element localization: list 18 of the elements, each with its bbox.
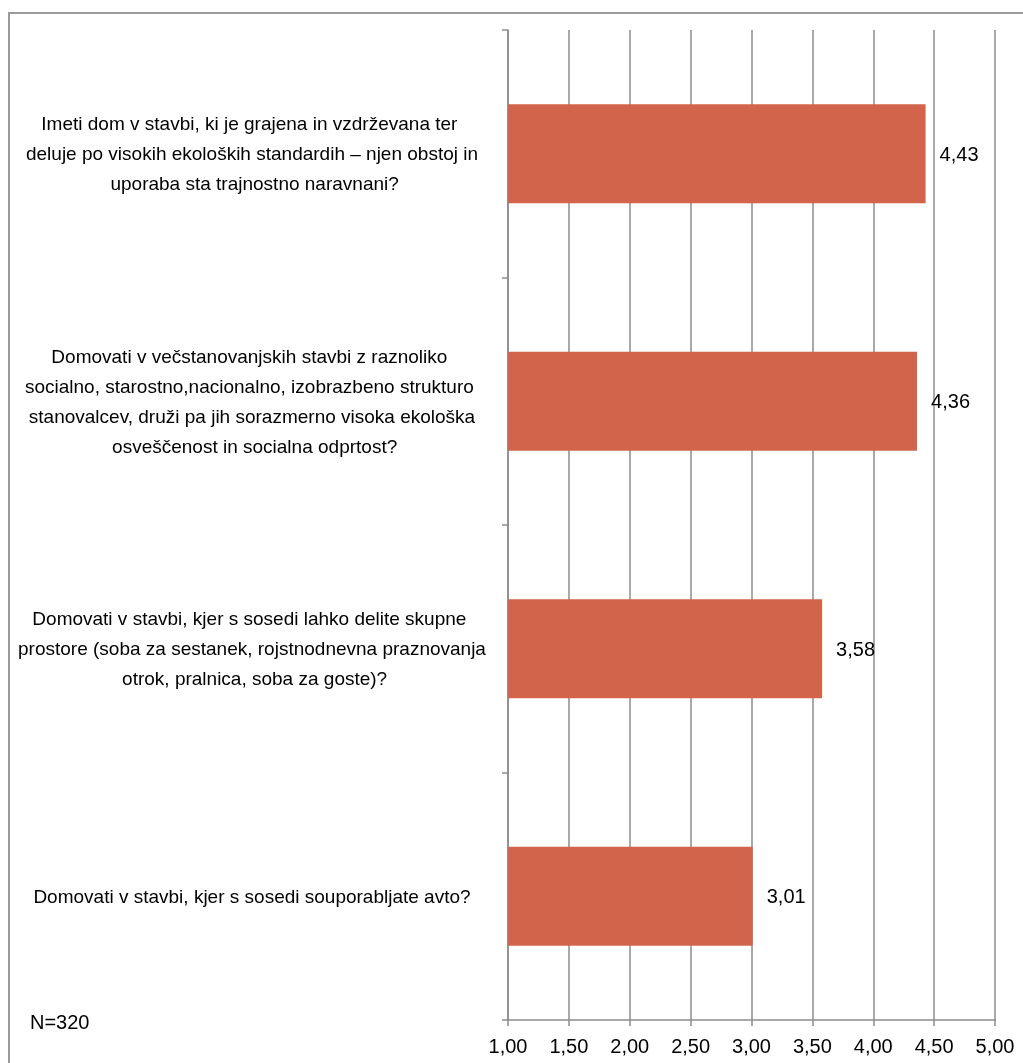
x-tick-label: 1,00 (488, 1035, 528, 1057)
data-label: 4,43 (939, 142, 979, 165)
x-tick-label: 3,00 (732, 1035, 771, 1057)
data-label: 3,01 (766, 885, 806, 908)
data-label: 4,36 (931, 390, 971, 413)
y-tick-label: Domovati v večstanovanjskih stavbi z raznoliko socialno, starostno,nacionalno, izobrazbeno strukturo stanovalcev, druži pa jih sorazmerno visoka ekološka osveščenost in socialna odprtost? (24, 345, 480, 457)
x-tick-label: 4,00 (853, 1035, 893, 1057)
x-tick-label: 4,50 (914, 1035, 954, 1057)
y-tick-label: Domovati v stavbi, kjer s sosedi lahko delite skupne prostore (soba za sestanek, rojstnodnevna praznovanja otrok, pralnica, soba za goste)? (18, 608, 487, 690)
text: N=320 (30, 1011, 90, 1033)
x-tick-label: 1,50 (549, 1035, 589, 1057)
data-label: 3,58 (836, 637, 876, 660)
x-tick-label: 3,50 (792, 1035, 832, 1057)
x-tick-label: 2,00 (610, 1035, 650, 1057)
y-tick-label: Imeti dom v stavbi, ki je grajena in vzdrževana ter deluje po visokih ekoloških standardih – njen obstoj in uporaba sta trajnostno naravnani? (25, 113, 479, 195)
y-tick-label: Domovati v stavbi, kjer s sosedi souporabljate avto? (33, 885, 471, 907)
x-tick-label: 5,00 (975, 1035, 1015, 1057)
x-tick-label: 2,50 (671, 1035, 711, 1057)
